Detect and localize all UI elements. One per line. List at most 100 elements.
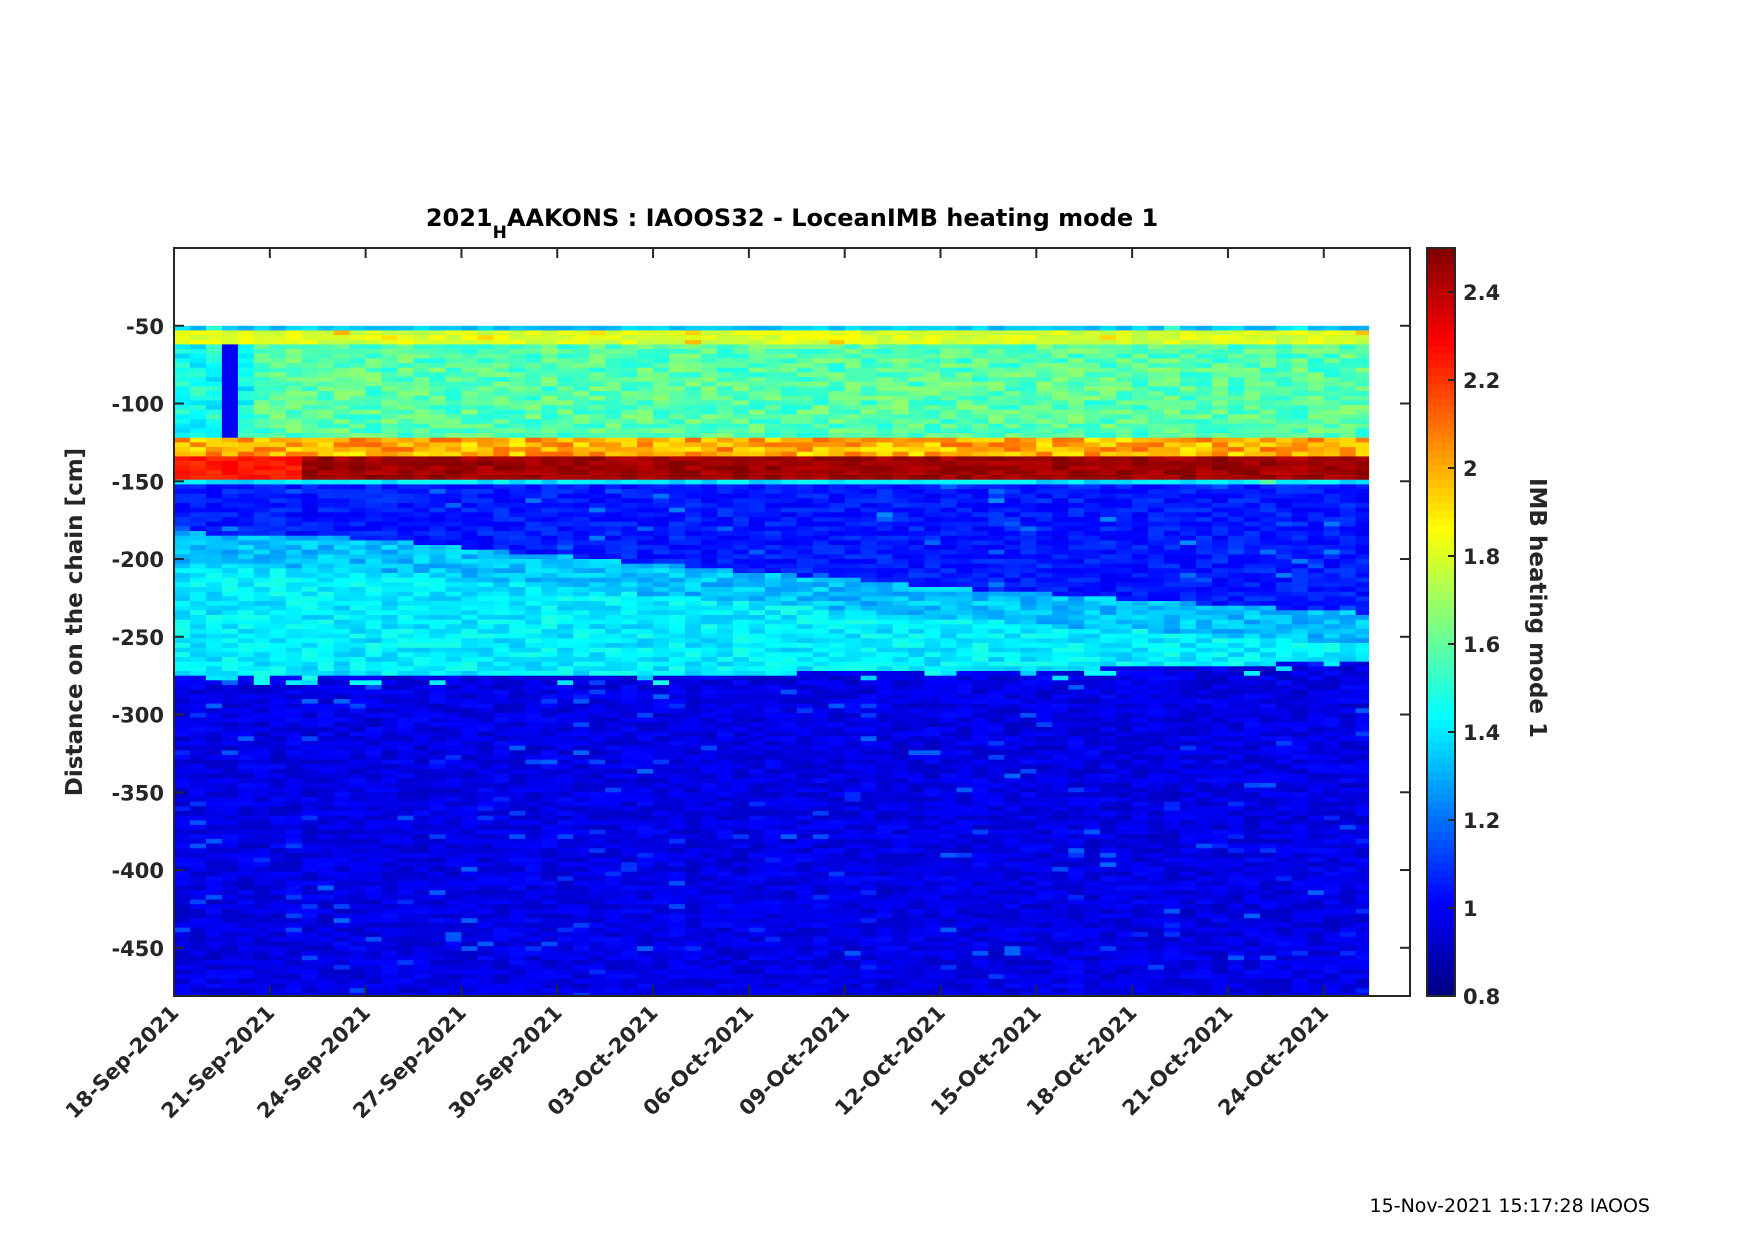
- heatmap-cell: [573, 657, 590, 663]
- heatmap-cell: [701, 871, 718, 877]
- heatmap-cell: [701, 913, 718, 919]
- heatmap-cell: [621, 363, 638, 369]
- heatmap-cell: [541, 680, 558, 686]
- heatmap-cell: [174, 489, 191, 495]
- heatmap-cell: [429, 820, 447, 826]
- heatmap-cell: [317, 764, 335, 770]
- heatmap-cell: [221, 671, 239, 677]
- heatmap-cell: [589, 330, 606, 336]
- heatmap-cell: [493, 783, 510, 789]
- heatmap-cell: [509, 764, 526, 770]
- heatmap-cell: [237, 545, 255, 551]
- heatmap-cell: [573, 992, 590, 997]
- heatmap-cell: [253, 675, 271, 681]
- heatmap-cell: [685, 605, 702, 611]
- heatmap-cell: [716, 675, 734, 681]
- heatmap-cell: [285, 461, 303, 467]
- heatmap-cell: [333, 624, 351, 630]
- heatmap-cell: [701, 577, 718, 583]
- heatmap-cell: [381, 661, 399, 667]
- heatmap-cell: [669, 353, 686, 359]
- heatmap-cell: [381, 647, 399, 653]
- heatmap-cell: [493, 857, 510, 863]
- heatmap-cell: [381, 638, 399, 644]
- heatmap-cell: [509, 834, 526, 840]
- heatmap-cell: [653, 563, 670, 569]
- heatmap-cell: [301, 414, 319, 420]
- heatmap-cell: [493, 386, 510, 392]
- heatmap-cell: [349, 498, 367, 504]
- heatmap-cell: [445, 680, 463, 686]
- heatmap-cell: [397, 545, 415, 551]
- heatmap-cell: [397, 577, 415, 583]
- heatmap-cell: [413, 629, 431, 635]
- heatmap-cell: [269, 433, 287, 439]
- heatmap-cell: [174, 941, 191, 947]
- heatmap-cell: [381, 433, 399, 439]
- heatmap-cell: [381, 633, 399, 639]
- heatmap-cell: [509, 904, 526, 910]
- heatmap-cell: [509, 335, 526, 341]
- heatmap-cell: [637, 843, 654, 849]
- heatmap-cell: [701, 638, 718, 644]
- heatmap-cell: [637, 400, 654, 406]
- heatmap-cell: [461, 587, 478, 593]
- heatmap-cell: [541, 423, 558, 429]
- heatmap-cell: [477, 619, 494, 625]
- heatmap-cell: [301, 601, 319, 607]
- heatmap-cell: [205, 671, 223, 677]
- heatmap-cell: [445, 437, 463, 443]
- heatmap-cell: [573, 894, 590, 901]
- heatmap-cell: [429, 414, 447, 420]
- heatmap-cell: [557, 386, 574, 392]
- heatmap-cell: [381, 857, 399, 863]
- heatmap-cell: [205, 927, 223, 933]
- heatmap-cell: [573, 643, 590, 649]
- heatmap-cell: [237, 955, 255, 961]
- heatmap-cell: [589, 801, 606, 807]
- heatmap-cell: [621, 461, 638, 467]
- heatmap-cell: [237, 722, 255, 728]
- heatmap-cell: [365, 489, 383, 495]
- heatmap-cell: [397, 680, 415, 686]
- heatmap-cell: [237, 521, 255, 527]
- heatmap-cell: [237, 381, 255, 387]
- heatmap-cell: [221, 936, 239, 943]
- heatmap-cell: [685, 451, 702, 457]
- heatmap-cell: [285, 810, 303, 817]
- heatmap-cell: [349, 531, 367, 537]
- heatmap-cell: [716, 643, 734, 649]
- heatmap-cell: [493, 545, 510, 551]
- heatmap-cell: [461, 377, 478, 383]
- heatmap-cell: [589, 992, 606, 997]
- heatmap-cell: [541, 866, 558, 873]
- heatmap-cell: [669, 629, 686, 635]
- heatmap-cell: [174, 983, 191, 989]
- heatmap-cell: [685, 395, 702, 401]
- heatmap-cell: [413, 531, 431, 537]
- heatmap-cell: [349, 395, 367, 401]
- heatmap-cell: [461, 946, 478, 952]
- heatmap-cell: [573, 876, 590, 882]
- heatmap-cell: [333, 871, 351, 877]
- heatmap-cell: [557, 699, 574, 705]
- heatmap-cell: [605, 722, 622, 728]
- heatmap-cell: [205, 904, 223, 910]
- heatmap-cell: [653, 685, 670, 691]
- heatmap-cell: [365, 885, 383, 891]
- heatmap-cell: [493, 395, 510, 401]
- heatmap-cell: [349, 946, 367, 952]
- heatmap-cell: [237, 978, 255, 985]
- heatmap-cell: [716, 428, 734, 434]
- heatmap-cell: [493, 694, 510, 700]
- heatmap-cell: [589, 610, 606, 616]
- heatmap-cell: [541, 587, 558, 593]
- heatmap-cell: [445, 428, 463, 434]
- heatmap-cell: [333, 414, 351, 420]
- heatmap-cell: [716, 783, 734, 789]
- heatmap-cell: [349, 699, 367, 705]
- heatmap-cell: [285, 974, 303, 980]
- heatmap-cell: [653, 638, 670, 644]
- heatmap-cell: [237, 801, 255, 807]
- heatmap-cell: [541, 633, 558, 639]
